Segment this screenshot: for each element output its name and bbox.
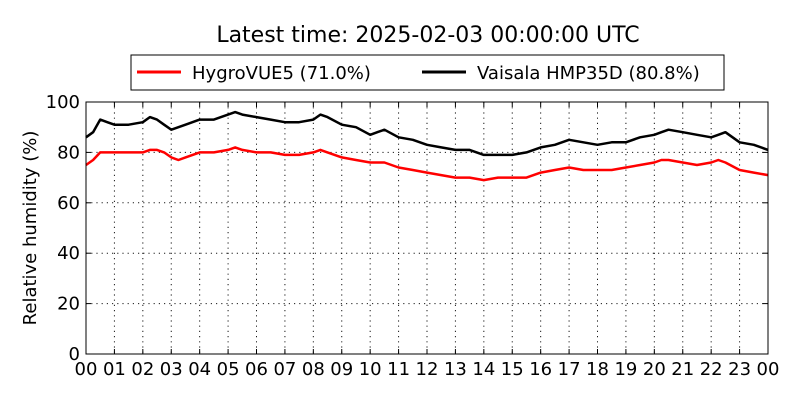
legend-label-vaisala: Vaisala HMP35D (80.8%) — [477, 63, 700, 84]
x-tick-label: 12 — [416, 359, 439, 380]
y-tick-label: 0 — [69, 344, 80, 365]
y-tick-label: 20 — [57, 294, 80, 315]
x-tick-label: 13 — [444, 359, 467, 380]
x-tick-label: 23 — [728, 359, 751, 380]
x-tick-label: 07 — [273, 359, 296, 380]
x-tick-label: 14 — [472, 359, 495, 380]
x-tick-label: 11 — [387, 359, 410, 380]
y-tick-label: 40 — [57, 243, 80, 264]
y-tick-label: 80 — [57, 142, 80, 163]
x-tick-label: 15 — [501, 359, 524, 380]
x-tick-label: 06 — [245, 359, 268, 380]
x-tick-label: 22 — [700, 359, 723, 380]
x-tick-label: 10 — [359, 359, 382, 380]
legend-label-hygrovue: HygroVUE5 (71.0%) — [192, 63, 371, 84]
x-tick-label: 21 — [671, 359, 694, 380]
legend: HygroVUE5 (71.0%) Vaisala HMP35D (80.8%) — [130, 54, 725, 91]
y-tick-label: 60 — [57, 193, 80, 214]
x-tick-label: 19 — [614, 359, 637, 380]
x-tick-label: 01 — [103, 359, 126, 380]
grid-lines — [86, 102, 768, 354]
x-tick-label: 05 — [217, 359, 240, 380]
y-axis-label: Relative humidity (%) — [20, 131, 41, 326]
x-tick-label: 17 — [558, 359, 581, 380]
x-tick-label: 08 — [302, 359, 325, 380]
x-tick-label: 00 — [757, 359, 780, 380]
x-tick-label: 02 — [131, 359, 154, 380]
y-tick-label: 100 — [46, 92, 80, 113]
series-line-vaisala — [85, 110, 769, 157]
x-tick-label: 04 — [188, 359, 211, 380]
series-line-hygrovue — [85, 146, 769, 182]
x-tick-label: 00 — [75, 359, 98, 380]
x-tick-label: 03 — [160, 359, 183, 380]
chart-title: Latest time: 2025-02-03 00:00:00 UTC — [216, 23, 639, 48]
x-tick-label: 09 — [330, 359, 353, 380]
x-tick-label: 20 — [643, 359, 666, 380]
x-tick-label: 16 — [529, 359, 552, 380]
series-layer — [85, 110, 769, 182]
x-tick-label: 18 — [586, 359, 609, 380]
